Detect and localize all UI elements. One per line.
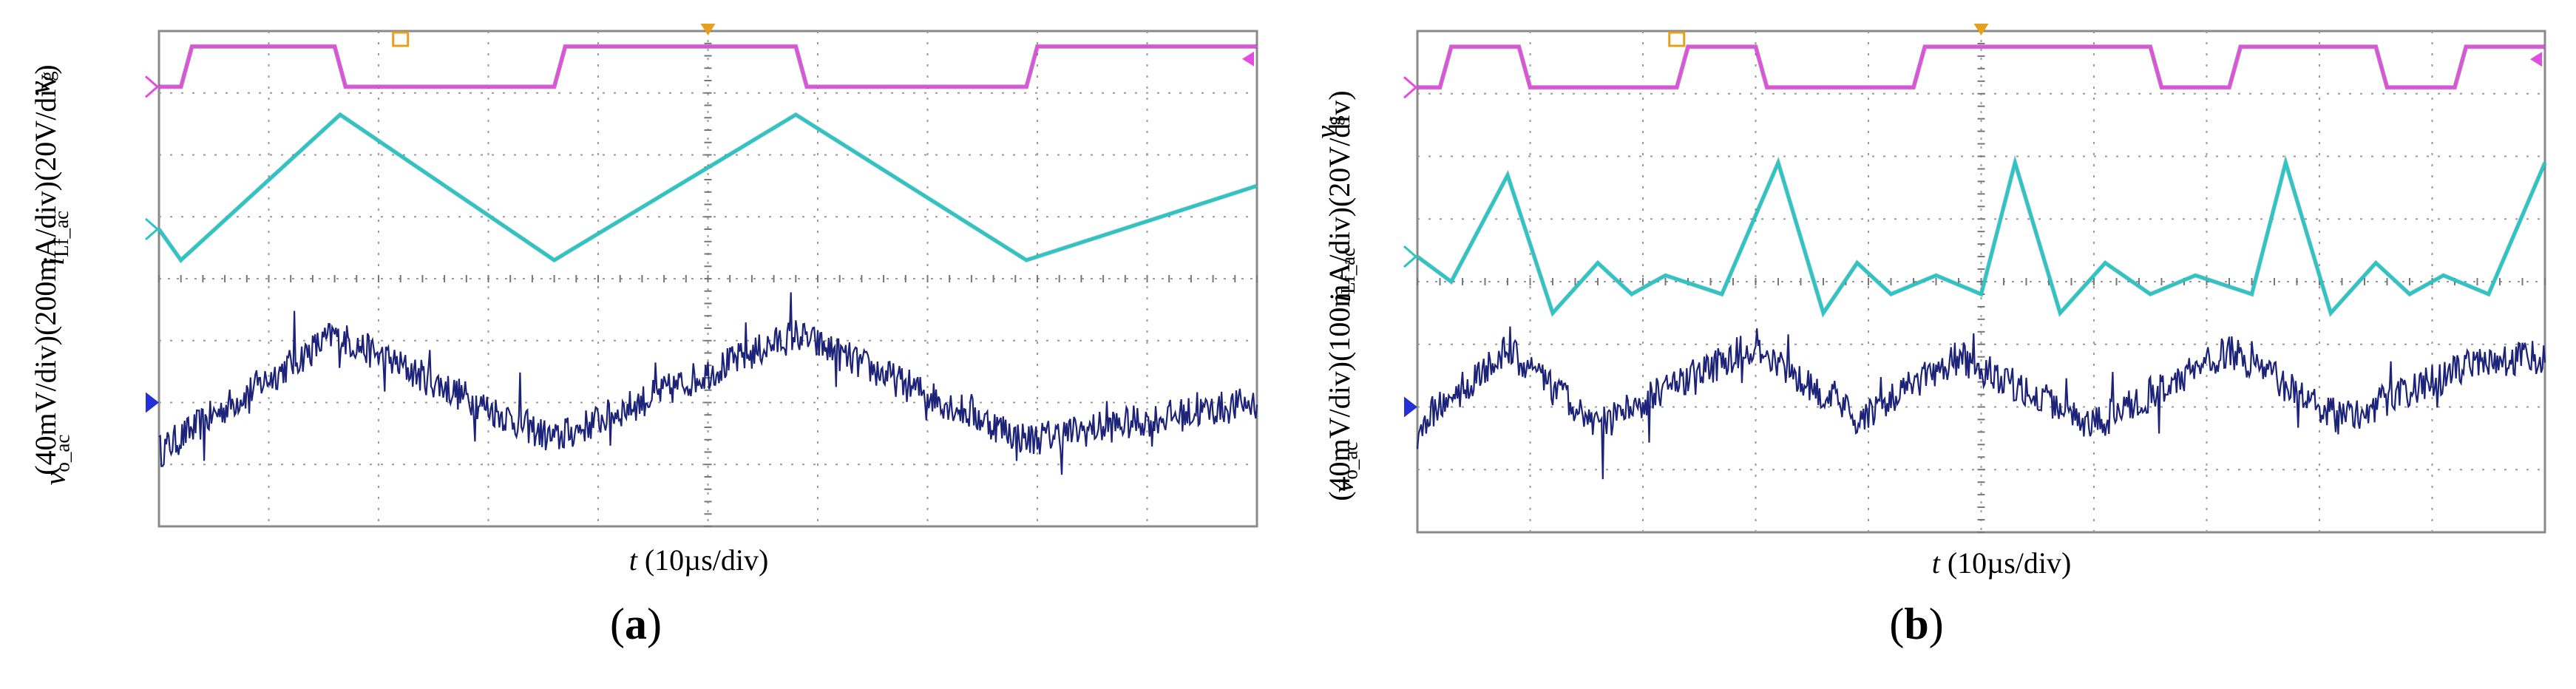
cursor-marker-a xyxy=(392,31,410,47)
ch1-marker-b xyxy=(1403,76,1418,99)
y-label-vo-a: vo_ac xyxy=(38,434,74,486)
ref-marker-right-b xyxy=(2530,52,2542,67)
panel-label-b: (b) xyxy=(1889,600,1944,648)
ch3-marker-b xyxy=(1404,396,1417,418)
x-label-b: t (10µs/div) xyxy=(1931,546,2072,580)
oscilloscope-panel-b: vg (40mV/div)(100mA/div)(20V/div) iLf_ac… xyxy=(1288,0,2576,689)
ch2-marker-b xyxy=(1403,245,1418,268)
trace-gate-b xyxy=(1417,45,2545,89)
ch1-marker-a xyxy=(145,75,160,98)
oscilloscope-screen-b xyxy=(1403,24,2547,534)
y-label-vg-scale-text-b: (20V/div) xyxy=(1323,90,1356,208)
trace-inductor-current-a xyxy=(157,112,1258,263)
trace-output-voltage-b xyxy=(1416,326,2546,480)
trace-inductor-current-b xyxy=(1416,156,2547,317)
x-label-a: t (10µs/div) xyxy=(628,543,769,577)
y-label-ilf-a: iLf_ac xyxy=(37,210,73,266)
panel-label-a: (a) xyxy=(610,600,662,648)
oscilloscope-screen-a xyxy=(145,24,1258,528)
ch3-marker-a xyxy=(146,392,159,413)
y-label-vo-b: vo_ac xyxy=(1326,441,1362,493)
trace-gate-a xyxy=(159,44,1257,89)
oscilloscope-panel-a: vg (40mV/div)(200mA/div)(20V/div) iLf_ac… xyxy=(23,24,1258,648)
ref-marker-right-a xyxy=(1242,51,1254,67)
trigger-marker-a xyxy=(700,24,716,35)
cursor-marker-b xyxy=(1668,31,1686,47)
ch2-marker-a xyxy=(145,217,160,241)
trigger-marker-b xyxy=(1973,24,1989,35)
y-label-ilf-b: iLf_ac xyxy=(1323,247,1360,303)
y-label-vg-scale-text-a: (20V/div) xyxy=(29,64,62,182)
trace-output-voltage-a xyxy=(158,292,1258,475)
